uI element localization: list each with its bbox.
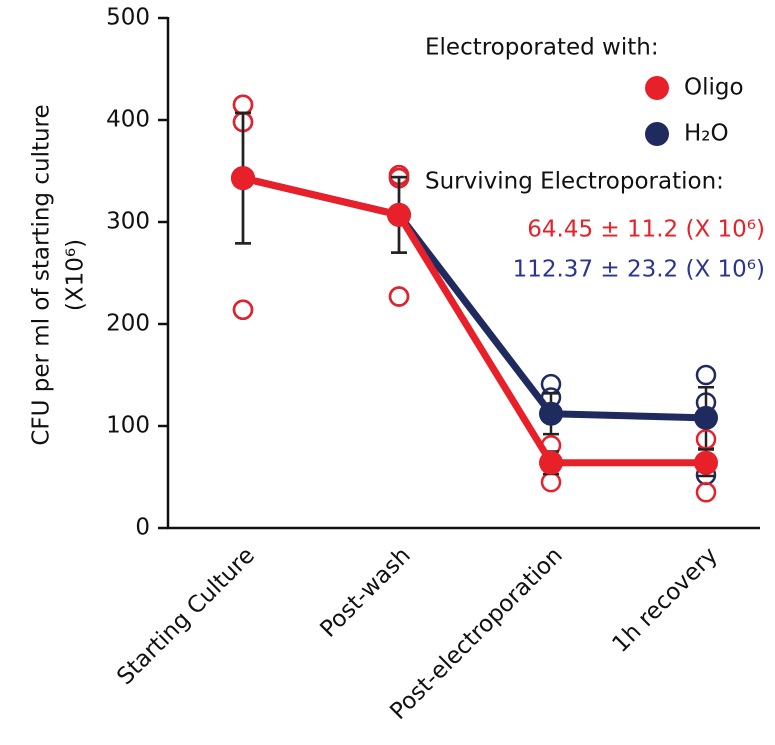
annotation: 112.37 ± 23.2 (X 10⁶) [513, 257, 765, 283]
y-tick-label: 300 [106, 209, 150, 235]
mean-point [539, 401, 563, 426]
y-axis-title: CFU per ml of starting culture (X10⁶) [29, 104, 89, 445]
replicate-point [232, 94, 254, 115]
x-tick-label: Starting Culture [112, 542, 260, 690]
x-tick-label: Post-electroporation [385, 542, 567, 724]
replicate-point [388, 286, 410, 307]
mean-point [539, 450, 563, 475]
replicate-point [540, 471, 562, 493]
y-tick-label: 500 [106, 5, 150, 31]
mean-point [694, 405, 718, 430]
y-tick-label: 0 [135, 515, 150, 541]
y-tick-label: 100 [106, 413, 150, 439]
legend-label: H₂O [684, 121, 729, 147]
series-line [242, 174, 707, 422]
legend-title: Electroporated with: [425, 35, 659, 61]
x-tick-label: Post-wash [316, 542, 416, 642]
y-tick-label: 400 [106, 107, 150, 133]
x-tick-label: 1h recovery [607, 542, 722, 657]
annotation-title: Surviving Electroporation: [425, 169, 724, 195]
mean-point [694, 450, 718, 475]
legend-label: Oligo [684, 75, 744, 101]
series-line [242, 174, 706, 467]
annotation: 64.45 ± 11.2 (X 10⁶) [527, 217, 765, 243]
replicate-point [232, 299, 254, 320]
replicate-point [695, 364, 717, 386]
y-axis-label: CFU per ml of starting culture [29, 104, 55, 445]
legend-marker [645, 76, 669, 100]
y-axis-unit: (X10⁶) [63, 239, 89, 311]
mean-point [387, 202, 411, 227]
mean-point [231, 166, 255, 191]
replicate-point [695, 482, 717, 503]
y-tick-label: 200 [106, 311, 150, 337]
legend-marker [645, 122, 669, 146]
